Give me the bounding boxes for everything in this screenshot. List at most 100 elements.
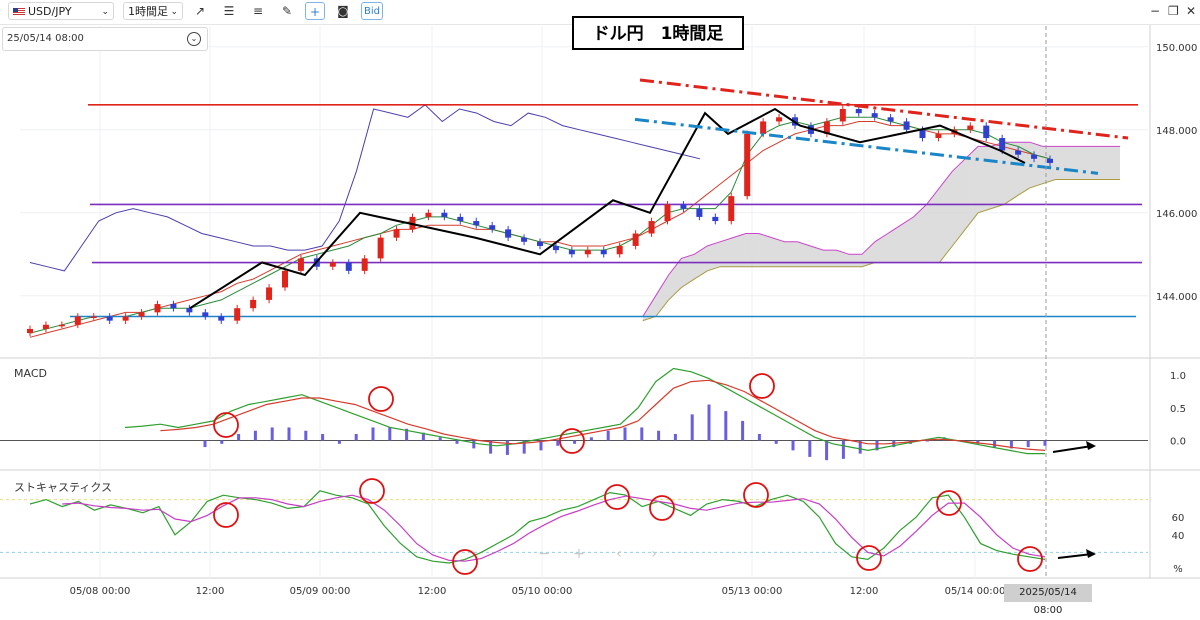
bid-button[interactable]: Bid	[361, 2, 383, 20]
lines-list-icon[interactable]: ≡	[248, 2, 268, 20]
highlight-circle	[213, 412, 239, 438]
macd-tick-label: 0.5	[1170, 404, 1186, 415]
candle-body	[552, 245, 559, 251]
candle-body	[903, 121, 910, 130]
candle-body	[186, 308, 193, 313]
macd-label: MACD	[14, 367, 47, 380]
highlight-circle	[213, 502, 239, 528]
macd-histogram-bar	[623, 427, 627, 441]
time-tick-label: 05/13 00:00	[722, 586, 783, 597]
candle-body	[42, 324, 49, 329]
time-tick-label: 12:00	[196, 586, 225, 597]
date-selector-value: 25/05/14 08:00	[7, 33, 84, 44]
candle-body	[537, 241, 543, 246]
candle-body	[250, 299, 257, 309]
downtrend-line-lower	[634, 117, 1099, 175]
macd-histogram-bar	[203, 440, 207, 448]
macd-histogram-bar	[673, 434, 677, 441]
macd-histogram-bar	[253, 430, 257, 441]
zoom-out-button[interactable]: −	[538, 546, 550, 562]
candle-body	[27, 328, 33, 334]
macd-histogram-bar	[270, 427, 274, 441]
candle-body	[568, 250, 575, 255]
macd-histogram-bar	[841, 440, 845, 459]
macd-histogram-bar	[606, 430, 610, 441]
candle-body	[266, 287, 273, 300]
macd-histogram-bar	[505, 440, 509, 455]
highlight-circle	[749, 373, 775, 399]
candle-body	[138, 312, 145, 317]
candle-body	[600, 250, 607, 255]
stochastic-unit-label: %	[1173, 564, 1183, 575]
candle-body	[473, 221, 480, 226]
macd-histogram-bar	[1026, 440, 1030, 448]
macd-histogram-bar	[573, 440, 577, 444]
macd-histogram-bar	[791, 440, 795, 451]
scroll-left-button[interactable]: ‹	[616, 546, 622, 562]
highlight-circle	[649, 495, 675, 521]
macd-histogram-bar	[741, 420, 745, 441]
candle-body	[1047, 158, 1053, 163]
crosshair-time-label: 2025/05/14 08:00	[1004, 584, 1092, 616]
candle-body	[361, 258, 368, 271]
crosshair-icon[interactable]: +	[305, 2, 325, 20]
candle-body	[489, 225, 496, 230]
time-tick-label: 05/08 00:00	[70, 586, 131, 597]
macd-histogram-bar	[976, 440, 980, 444]
stochastics-label: ストキャスティクス	[14, 481, 113, 494]
scroll-right-button[interactable]: ›	[651, 546, 657, 562]
zoom-in-button[interactable]: +	[573, 546, 585, 562]
zigzag-line	[189, 107, 1026, 310]
candle-body	[425, 212, 432, 217]
date-selector[interactable]: 25/05/14 08:00 ⌄	[2, 27, 208, 51]
candle-body	[839, 109, 846, 122]
candle-body	[680, 204, 687, 209]
candle-body	[505, 229, 512, 238]
macd-series-line	[160, 379, 1046, 451]
arrow-head-icon	[1086, 441, 1096, 450]
candle-body	[345, 262, 352, 271]
candle-body	[122, 316, 129, 321]
restore-icon[interactable]: ❐	[1168, 4, 1179, 18]
candle-body	[1015, 150, 1022, 155]
macd-histogram-bar	[438, 437, 442, 441]
us-flag-icon	[13, 8, 25, 16]
macd-histogram-bar	[489, 440, 493, 454]
time-tick-label: 12:00	[850, 586, 879, 597]
macd-series-line	[124, 367, 1045, 455]
macd-histogram-bar	[825, 440, 829, 461]
close-icon[interactable]: ✕	[1186, 4, 1197, 18]
macd-histogram-bar	[388, 427, 392, 441]
stochastic-tick-label: 40	[1172, 531, 1185, 542]
macd-histogram-bar	[556, 440, 560, 446]
candle-body	[282, 270, 288, 288]
camera-icon[interactable]: ◙	[333, 2, 353, 20]
macd-histogram-bar	[455, 440, 459, 444]
symbol-selector[interactable]: USD/JPY ⌄	[8, 2, 114, 20]
candle-body	[999, 138, 1006, 151]
timeframe-selector[interactable]: 1時間足 ⌄	[123, 2, 183, 20]
highlight-circle	[856, 545, 882, 571]
highlight-circle	[743, 482, 769, 508]
price-tick-label: 146.000	[1156, 209, 1197, 220]
candle-body	[712, 216, 719, 222]
chevron-down-icon: ⌄	[170, 7, 178, 17]
horizontal-lines-icon[interactable]: ☰	[219, 2, 239, 20]
macd-histogram-bar	[993, 440, 997, 448]
pencil-icon[interactable]: ✎	[277, 2, 297, 20]
arrow-line	[1052, 445, 1093, 453]
candle-body	[58, 324, 65, 327]
candle-body	[202, 312, 209, 317]
highlight-circle	[452, 549, 478, 575]
time-tick-label: 05/14 00:00	[945, 586, 1006, 597]
minimize-icon[interactable]: −	[1150, 4, 1161, 18]
macd-histogram-bar	[808, 440, 812, 457]
macd-histogram-bar	[522, 440, 526, 454]
macd-tick-label: 1.0	[1170, 371, 1186, 382]
macd-histogram-bar	[321, 434, 325, 441]
macd-histogram-bar	[774, 440, 778, 444]
trend-line-icon[interactable]: ↗	[190, 2, 210, 20]
candle-body	[935, 133, 942, 139]
symbol-label: USD/JPY	[28, 5, 72, 18]
candle-body	[776, 117, 783, 122]
